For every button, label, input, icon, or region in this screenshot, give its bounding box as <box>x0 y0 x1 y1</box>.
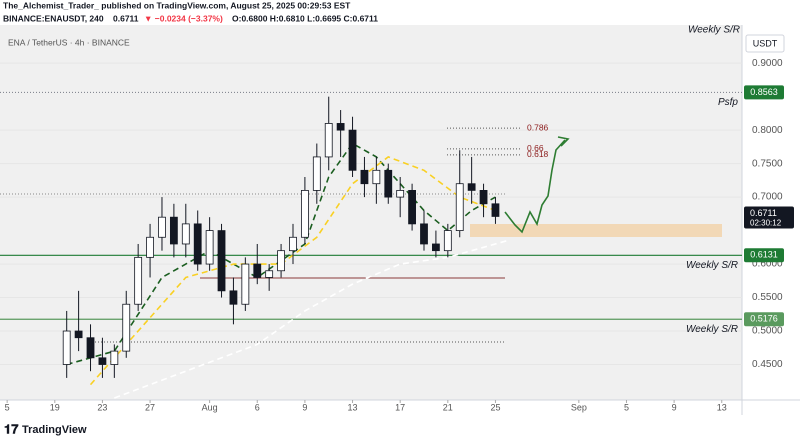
candle-body <box>360 169 369 185</box>
last-price-label: 0.6711 <box>750 208 777 218</box>
fib-label: 0.66 <box>527 143 544 153</box>
candle-body <box>336 123 345 131</box>
level-label: Psfp <box>718 97 738 108</box>
x-tick-label: 5 <box>624 402 629 412</box>
candle-body <box>86 337 95 359</box>
price-tag <box>744 312 784 327</box>
change: ▼ −0.0234 (−3.37%) <box>144 13 223 23</box>
candle-body <box>122 303 131 352</box>
candle-body <box>265 270 274 278</box>
brand: TradingView <box>22 424 87 436</box>
price-tag-label: 0.6131 <box>750 250 778 260</box>
price-tag <box>744 248 784 263</box>
plot-background <box>0 25 742 400</box>
candle-body <box>169 216 178 245</box>
candle-body <box>241 263 250 305</box>
candle-body <box>491 203 500 217</box>
candle-body <box>98 357 107 365</box>
x-tick-label: Aug <box>202 402 218 412</box>
x-tick-label: 5 <box>5 402 10 412</box>
candle-body <box>110 350 119 365</box>
x-tick-label: 9 <box>672 402 677 412</box>
price-tag-label: 0.5176 <box>750 314 778 324</box>
candle-body <box>348 129 357 171</box>
candle-body <box>158 216 166 238</box>
x-tick-label: 9 <box>302 402 307 412</box>
moving-average <box>114 239 508 399</box>
level-label: Weekly S/R <box>686 324 738 335</box>
x-tick-label: 19 <box>50 402 60 412</box>
x-tick-label: 13 <box>348 402 358 412</box>
legend: ENA / TetherUS · 4h · BINANCE <box>8 37 130 47</box>
currency-button[interactable] <box>745 34 785 53</box>
x-tick-label: 13 <box>717 402 727 412</box>
currency[interactable]: USDT <box>753 38 778 48</box>
projection-arrow <box>557 136 570 147</box>
last-price: 0.6711 <box>113 13 139 23</box>
candle-body <box>300 190 309 238</box>
y-tick-label: 0.5000 <box>752 326 783 337</box>
candle-body <box>217 230 226 292</box>
level-label: Weekly S/R <box>688 25 740 36</box>
candle-body <box>443 230 452 252</box>
candle-body <box>312 156 321 191</box>
x-tick-label: 25 <box>490 402 500 412</box>
y-tick-label: 0.8000 <box>752 125 783 136</box>
ohlc: O:0.6800 H:0.6810 L:0.6695 C:0.6711 <box>232 13 378 23</box>
y-tick-label: 0.7000 <box>752 192 783 203</box>
candle-body <box>62 330 71 365</box>
moving-average <box>66 142 496 366</box>
price-tag <box>744 85 784 100</box>
candle-body <box>420 223 428 245</box>
y-tick-label: 0.4500 <box>752 359 783 370</box>
candle-body <box>324 123 333 158</box>
fib-label: 0.786 <box>527 122 549 132</box>
candle-body <box>277 250 285 272</box>
x-tick-label: 27 <box>145 402 155 412</box>
candle-body <box>74 330 83 339</box>
candle-body <box>146 236 154 258</box>
candle-body <box>289 236 297 252</box>
candle-body <box>467 183 476 191</box>
level-label: Weekly S/R <box>686 260 738 271</box>
y-tick-label: 0.5500 <box>752 292 783 303</box>
x-tick-label: Sep <box>571 402 587 412</box>
candle-body <box>408 190 416 225</box>
candle-body <box>372 169 381 185</box>
candle-body <box>455 183 464 231</box>
demand-zone <box>470 224 722 237</box>
last-price-tag <box>744 206 794 229</box>
symbol: BINANCE:ENAUSDT, 240 <box>3 13 104 23</box>
candle-body <box>384 169 393 198</box>
x-tick-label: 21 <box>443 402 453 412</box>
countdown: 02:30:12 <box>750 219 782 228</box>
candle-body <box>134 256 143 305</box>
fib-label: 0.618 <box>527 149 549 159</box>
projection-path <box>504 139 566 234</box>
y-tick-label: 0.9000 <box>752 58 783 69</box>
price-tag-label: 0.8563 <box>750 87 778 97</box>
candle-body <box>253 263 262 278</box>
author-line: The_Alchemist_Trader_ published on Tradi… <box>3 0 351 10</box>
x-tick-label: 17 <box>395 402 405 412</box>
candle-body <box>181 223 190 245</box>
brand-icon: 𝟏𝟕 <box>4 421 19 436</box>
candle-body <box>193 223 202 265</box>
moving-average <box>89 156 496 386</box>
candle-body <box>396 190 405 198</box>
y-tick-label: 0.6000 <box>752 259 783 270</box>
x-tick-label: 6 <box>255 402 260 412</box>
candle-body <box>229 290 238 305</box>
x-tick-label: 23 <box>97 402 107 412</box>
candle-body <box>432 243 440 252</box>
candle-body <box>205 230 214 265</box>
y-tick-label: 0.7500 <box>752 158 783 169</box>
candle-body <box>479 190 488 205</box>
